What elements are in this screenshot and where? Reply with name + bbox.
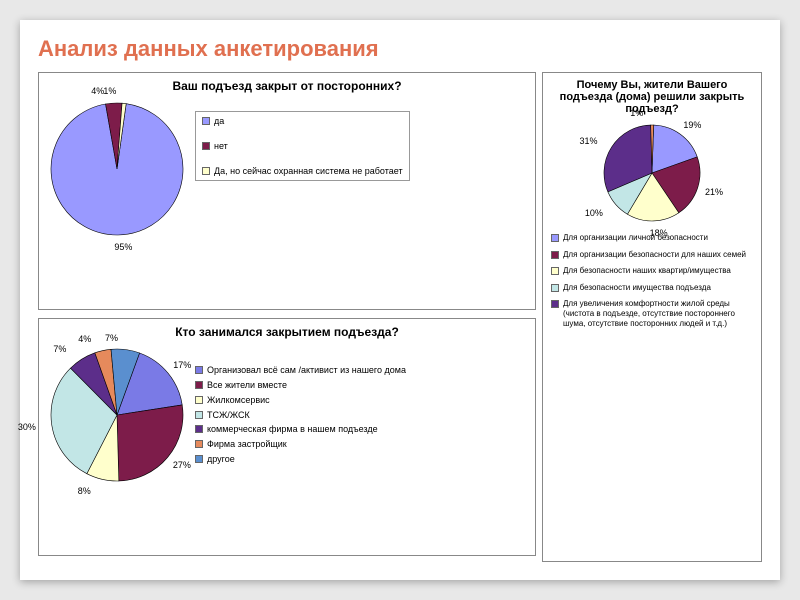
legend-label: Для безопасности имущества подъезда: [563, 283, 711, 293]
pct-label: 21%: [705, 187, 723, 197]
pct-label: 17%: [173, 360, 191, 370]
pct-label: 18%: [650, 228, 668, 238]
legend-item: Жилкомсервис: [195, 395, 406, 406]
pct-label: 10%: [585, 208, 603, 218]
pct-label: 7%: [105, 333, 118, 343]
legend-swatch: [202, 117, 210, 125]
chart1-pie: 95%4%1%: [47, 99, 187, 239]
legend-label: Все жители вместе: [207, 380, 287, 391]
legend-label: нет: [214, 141, 228, 152]
legend-swatch: [202, 167, 210, 175]
chart2-box: Кто занимался закрытием подъезда? 17%27%…: [38, 318, 536, 556]
legend-label: да: [214, 116, 224, 127]
legend-swatch: [195, 381, 203, 389]
pct-label: 4%: [78, 334, 91, 344]
chart1-title: Ваш подъезд закрыт от посторонних?: [47, 79, 527, 93]
legend-swatch: [551, 267, 559, 275]
legend-swatch: [551, 234, 559, 242]
content: Ваш подъезд закрыт от посторонних? 95%4%…: [38, 72, 762, 562]
legend-swatch: [195, 396, 203, 404]
chart2-title: Кто занимался закрытием подъезда?: [47, 325, 527, 339]
pct-label: 7%: [53, 344, 66, 354]
legend-item: Для увеличения комфортности жилой среды …: [551, 299, 753, 328]
legend-item: Фирма застройщик: [195, 439, 406, 450]
chart3-box: Почему Вы, жители Вашего подъезда (дома)…: [542, 72, 762, 562]
legend-item: коммерческая фирма в нашем подъезде: [195, 424, 406, 435]
pct-label: 31%: [579, 136, 597, 146]
pie-svg: [47, 345, 187, 485]
legend-label: Фирма застройщик: [207, 439, 287, 450]
chart1-box: Ваш подъезд закрыт от посторонних? 95%4%…: [38, 72, 536, 310]
left-column: Ваш подъезд закрыт от посторонних? 95%4%…: [38, 72, 536, 562]
legend-item: нет: [202, 141, 403, 152]
pie-svg: [600, 121, 704, 225]
pct-label: 95%: [114, 242, 132, 252]
legend-label: Для организации безопасности для наших с…: [563, 250, 746, 260]
pct-label: 1%: [103, 86, 116, 96]
legend-item: Организовал всё сам /активист из нашего …: [195, 365, 406, 376]
legend-label: другое: [207, 454, 235, 465]
legend-swatch: [195, 440, 203, 448]
pct-label: 30%: [18, 422, 36, 432]
slide: Анализ данных анкетирования Ваш подъезд …: [20, 20, 780, 580]
legend-swatch: [551, 300, 559, 308]
legend-item: Для безопасности имущества подъезда: [551, 283, 753, 293]
page-title: Анализ данных анкетирования: [38, 36, 762, 62]
chart1-legend: да нет Да, но сейчас охранная система не р…: [195, 111, 410, 181]
legend-swatch: [195, 411, 203, 419]
legend-label: Организовал всё сам /активист из нашего …: [207, 365, 406, 376]
legend-label: Для увеличения комфортности жилой среды …: [563, 299, 753, 328]
chart3-title: Почему Вы, жители Вашего подъезда (дома)…: [551, 79, 753, 115]
legend-label: коммерческая фирма в нашем подъезде: [207, 424, 378, 435]
chart2-legend: Организовал всё сам /активист из нашего …: [195, 365, 406, 465]
legend-label: Для безопасности наших квартир/имущества: [563, 266, 731, 276]
legend-swatch: [551, 284, 559, 292]
chart3-pie: 19%21%18%10%31%1%: [600, 121, 704, 225]
pie-svg: [47, 99, 187, 239]
chart1-body: 95%4%1% да нет Да, но сейчас охранная сист…: [47, 99, 527, 239]
legend-swatch: [195, 425, 203, 433]
chart2-pie: 17%27%8%30%7%4%7%: [47, 345, 187, 485]
legend-swatch: [202, 142, 210, 150]
legend-item: да: [202, 116, 403, 127]
chart3-legend: Для организации личной безопасности Для о…: [551, 233, 753, 328]
legend-item: другое: [195, 454, 406, 465]
legend-swatch: [551, 251, 559, 259]
chart2-body: 17%27%8%30%7%4%7% Организовал всё сам /а…: [47, 345, 527, 485]
legend-swatch: [195, 455, 203, 463]
legend-item: Для организации безопасности для наших с…: [551, 250, 753, 260]
legend-item: Все жители вместе: [195, 380, 406, 391]
legend-label: Жилкомсервис: [207, 395, 270, 406]
legend-item: Для безопасности наших квартир/имущества: [551, 266, 753, 276]
legend-label: ТСЖ/ЖСК: [207, 410, 250, 421]
right-column: Почему Вы, жители Вашего подъезда (дома)…: [542, 72, 762, 562]
legend-item: Да, но сейчас охранная система не работа…: [202, 166, 403, 177]
pct-label: 1%: [630, 108, 643, 118]
pct-label: 19%: [683, 120, 701, 130]
legend-label: Да, но сейчас охранная система не работа…: [214, 166, 403, 177]
pct-label: 8%: [78, 486, 91, 496]
legend-swatch: [195, 366, 203, 374]
pct-label: 27%: [173, 460, 191, 470]
pct-label: 4%: [91, 86, 104, 96]
legend-item: ТСЖ/ЖСК: [195, 410, 406, 421]
legend-label: Для организации личной безопасности: [563, 233, 708, 243]
